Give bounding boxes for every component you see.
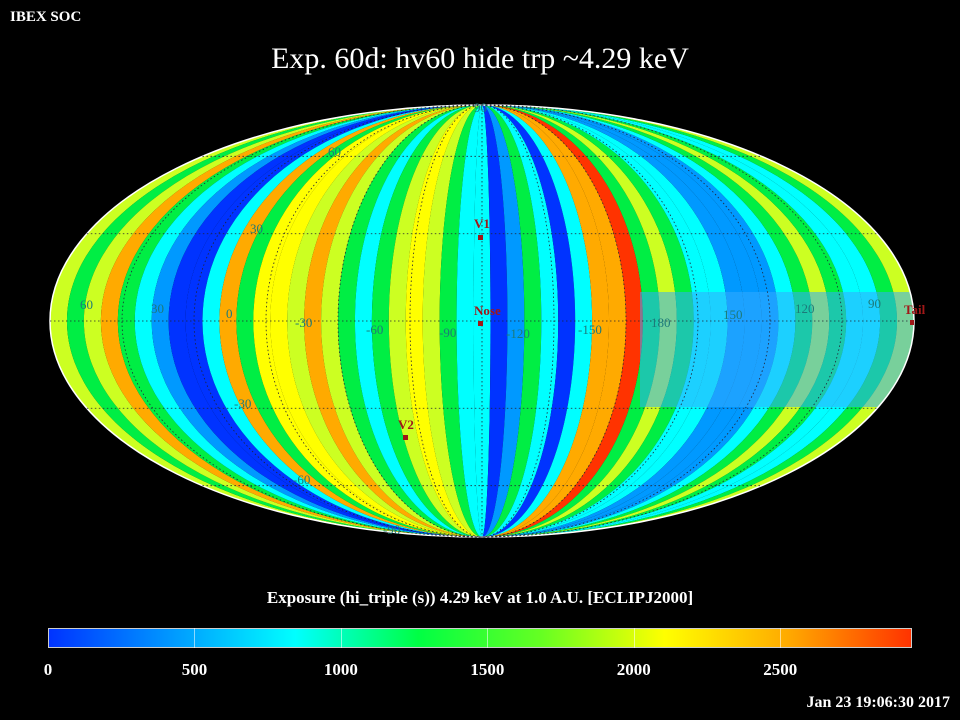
meridian-line	[481, 104, 843, 538]
colorbar-tick-label: 1000	[323, 660, 358, 679]
colorbar-tick-label: 500	[181, 660, 208, 679]
meridian-line	[481, 104, 627, 538]
colorbar-tick-label: 1500	[470, 660, 505, 679]
lat-label: -30	[234, 396, 251, 411]
meridian-line	[481, 104, 699, 538]
exposure-band	[388, 105, 482, 537]
lon-label: 60	[80, 297, 93, 312]
lat-label: 30	[250, 221, 263, 236]
v2-label: V2	[398, 417, 414, 432]
exposure-band	[439, 105, 482, 537]
exposure-band	[482, 105, 576, 537]
timestamp: Jan 23 19:06:30 2017	[806, 694, 950, 711]
meridian-line	[337, 104, 483, 538]
lon-label: -90	[439, 325, 456, 340]
lat-label: -90	[383, 522, 400, 537]
nose-label: Nose	[474, 303, 501, 318]
tail-marker	[910, 320, 914, 325]
lon-label: -150	[578, 322, 602, 337]
colorbar-tick-label: 0	[43, 660, 53, 679]
exposure-band	[482, 105, 525, 537]
colorbar-tick	[780, 628, 782, 648]
sky-map: 60 30 0 -30 -60 -90 -120 -150 180 150 12…	[49, 100, 926, 538]
exposure-band	[482, 105, 559, 537]
meridian-line	[193, 104, 483, 538]
v2-marker	[403, 435, 408, 440]
colorbar-tick	[194, 628, 196, 648]
exposure-band	[482, 105, 542, 537]
colorbar-tick	[633, 628, 635, 648]
exposure-band	[371, 105, 482, 537]
colorbar-tick-label: 2000	[616, 660, 651, 679]
lon-label: 30	[151, 301, 164, 316]
exposure-band	[456, 105, 482, 537]
meridian-line	[265, 104, 483, 538]
soc-label: IBEX SOC	[10, 9, 82, 25]
exposure-band	[482, 105, 593, 537]
lon-label: -120	[506, 326, 530, 341]
nose-marker	[478, 321, 483, 326]
meridian-line	[481, 104, 555, 538]
lon-label: 0	[226, 306, 233, 321]
lon-label: 90	[868, 296, 881, 311]
lat-label: -60	[293, 472, 310, 487]
meridian-line	[121, 104, 483, 538]
exposure-band	[422, 105, 482, 537]
colorbar	[48, 628, 912, 648]
colorbar-title: Exposure (hi_triple (s)) 4.29 keV at 1.0…	[266, 588, 694, 607]
exposure-bands	[50, 105, 914, 537]
low-exposure-region	[640, 292, 914, 407]
meridian-line	[409, 104, 483, 538]
lat-label: 90	[474, 100, 487, 115]
lon-label: 180	[651, 315, 671, 330]
map-title: Exp. 60d: hv60 hide trp ~4.29 keV	[271, 42, 689, 75]
lon-label: 120	[795, 301, 815, 316]
lon-label: -30	[295, 315, 312, 330]
colorbar-tick-label: 2500	[763, 660, 798, 679]
tail-label: Tail	[904, 302, 926, 317]
colorbar-tick	[340, 628, 342, 648]
meridian-line	[481, 104, 771, 538]
v1-label: V1	[474, 216, 490, 231]
exposure-band	[405, 105, 482, 537]
v1-marker	[478, 235, 483, 240]
lon-label: -60	[366, 322, 383, 337]
lat-label: 60	[328, 144, 341, 159]
lon-label: 150	[723, 307, 743, 322]
colorbar-tick	[487, 628, 489, 648]
